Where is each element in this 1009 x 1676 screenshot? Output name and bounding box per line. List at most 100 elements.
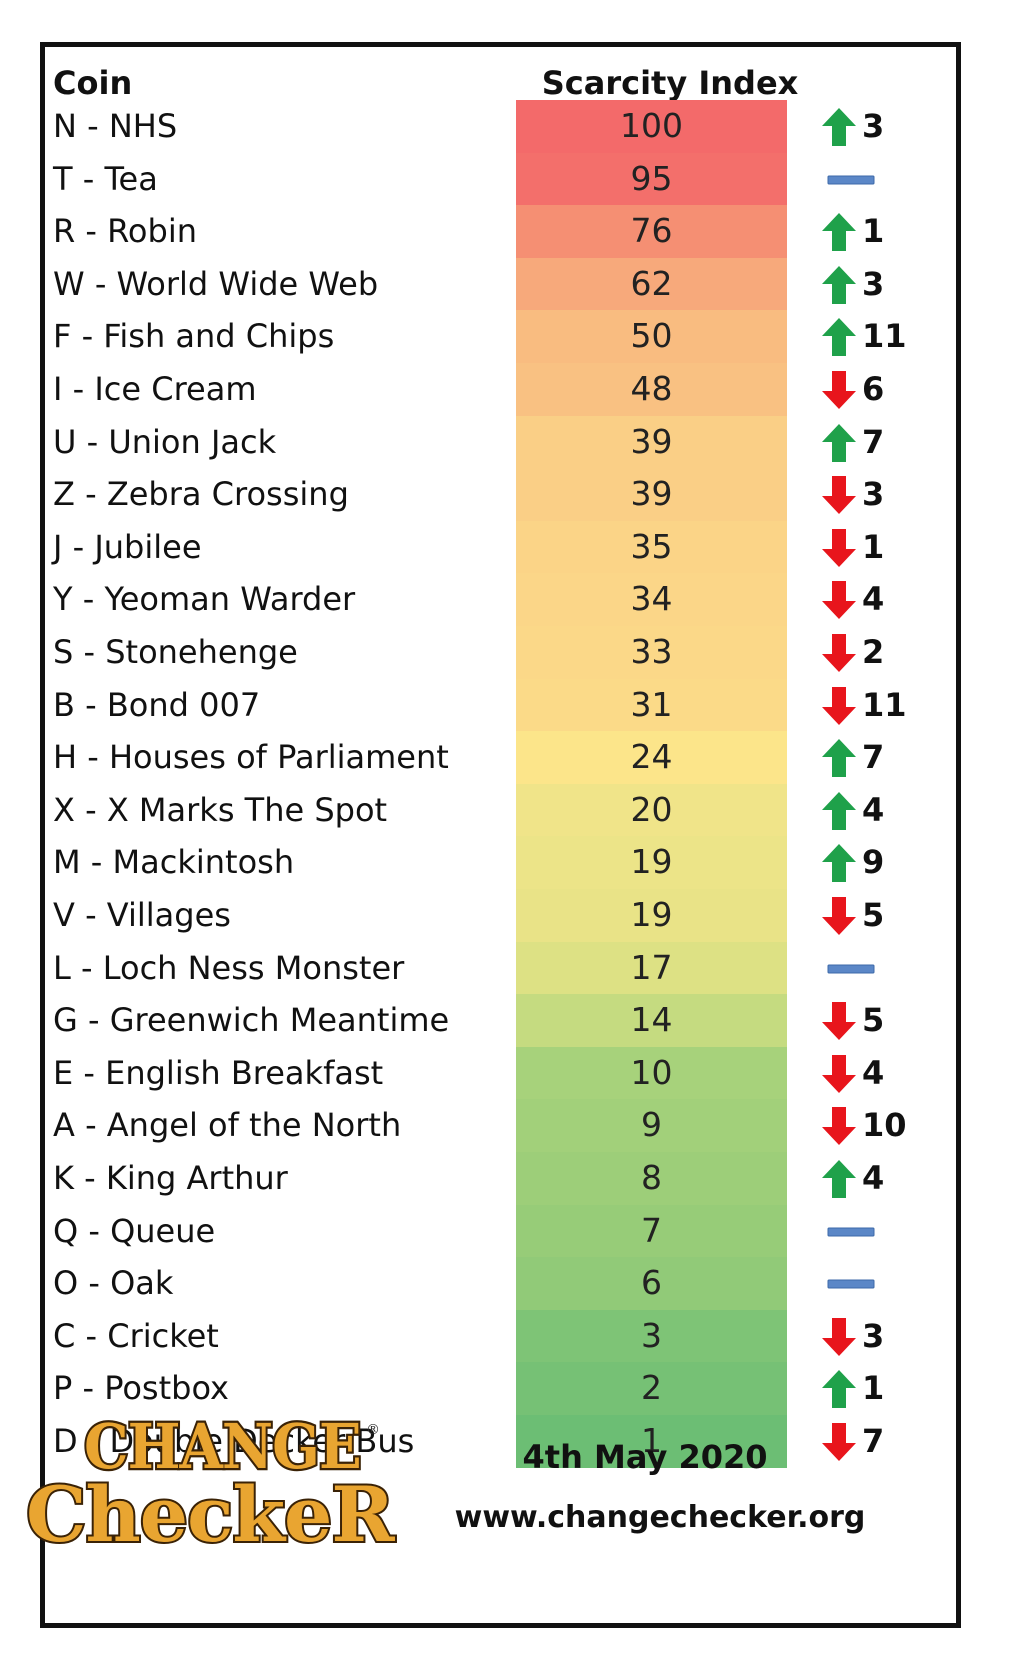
rank-change: 1 [820, 521, 920, 574]
registered-mark: ® [366, 1422, 380, 1438]
table-row: D - Double Decker Bus 1 7 [45, 1415, 956, 1468]
rank-change [820, 1205, 920, 1258]
coin-name: W - World Wide Web [53, 264, 379, 303]
table-row: G - Greenwich Meantime 14 5 [45, 994, 956, 1047]
scarcity-cell: 17 [516, 941, 787, 995]
coin-name: U - Union Jack [53, 422, 277, 461]
logo-text-change: CHANGE [82, 1408, 364, 1485]
table-row: Y - Yeoman Warder 34 4 [45, 573, 956, 626]
coin-name: X - X Marks The Spot [53, 790, 388, 829]
rank-change: 2 [820, 626, 920, 679]
rank-change-amount: 9 [862, 843, 885, 882]
down-arrow-icon [822, 371, 856, 409]
no-change-icon [827, 1227, 875, 1237]
scarcity-cell: 76 [516, 205, 787, 258]
scarcity-cell: 31 [516, 678, 787, 732]
column-header-coin: Coin [53, 64, 133, 102]
table-row: Z - Zebra Crossing 39 3 [45, 468, 956, 521]
scarcity-cell: 9 [516, 1099, 787, 1152]
coin-name: K - King Arthur [53, 1159, 288, 1197]
rank-change-amount: 3 [862, 475, 885, 514]
rank-change-amount: 11 [862, 317, 907, 356]
scarcity-value: 100 [620, 106, 683, 145]
down-arrow-shape [822, 528, 856, 567]
up-arrow-shape [822, 265, 856, 304]
down-arrow-shape [822, 1054, 856, 1093]
up-arrow-shape [822, 108, 856, 146]
scarcity-value: 8 [641, 1158, 662, 1197]
scarcity-value: 95 [630, 158, 673, 198]
rank-change: 3 [820, 1310, 920, 1363]
rank-change [820, 153, 920, 206]
scarcity-cell: 19 [516, 889, 787, 942]
down-arrow-shape [822, 686, 856, 725]
scarcity-cell: 50 [516, 310, 787, 363]
down-arrow-shape [822, 1002, 856, 1041]
coin-name: D - Double Decker Bus [53, 1422, 415, 1460]
coin-name: R - Robin [53, 212, 197, 251]
down-arrow-shape [822, 1317, 856, 1356]
rank-change-amount: 2 [862, 633, 885, 671]
rank-change-amount: 10 [862, 1106, 907, 1145]
scarcity-cell: 62 [516, 257, 787, 311]
coin-name: N - NHS [53, 107, 178, 145]
scarcity-cell: 6 [516, 1257, 787, 1310]
table-row: E - English Breakfast 10 4 [45, 1046, 956, 1100]
scarcity-value: 39 [630, 421, 673, 461]
down-arrow-icon [822, 476, 856, 515]
table-row: C - Cricket 3 3 [45, 1309, 956, 1363]
coin-name: Y - Yeoman Warder [53, 580, 356, 619]
scarcity-value: 10 [630, 1052, 673, 1092]
no-change-icon [827, 964, 875, 974]
scarcity-value: 1 [641, 1421, 662, 1460]
down-arrow-icon [822, 528, 856, 567]
down-arrow-icon [822, 1317, 856, 1356]
rank-change: 11 [820, 310, 920, 363]
up-arrow-icon [822, 1160, 856, 1198]
rank-change: 6 [820, 363, 920, 416]
scarcity-cell: 19 [516, 836, 787, 889]
rank-change: 3 [820, 100, 920, 153]
down-arrow-icon [822, 1002, 856, 1041]
scarcity-value: 50 [630, 316, 673, 356]
rank-change: 11 [820, 679, 920, 732]
coin-name: G - Greenwich Meantime [53, 1001, 450, 1040]
no-change-icon [827, 1279, 875, 1289]
down-arrow-shape [822, 476, 856, 515]
table-row: M - Mackintosh 19 9 [45, 836, 956, 889]
coin-name: J - Jubilee [53, 527, 202, 566]
rank-change: 3 [820, 468, 920, 521]
rank-change: 4 [820, 573, 920, 626]
no-change-icon [827, 175, 875, 185]
down-arrow-icon [822, 634, 856, 672]
rank-change-amount: 4 [862, 1159, 885, 1197]
table-row: W - World Wide Web 62 3 [45, 257, 956, 311]
up-arrow-icon [822, 108, 856, 146]
rank-change: 4 [820, 1152, 920, 1205]
down-arrow-icon [822, 686, 856, 725]
scarcity-cell: 3 [516, 1309, 787, 1363]
rank-change [820, 942, 920, 995]
scarcity-value: 6 [641, 1263, 662, 1303]
no-change-bar-shape [827, 1279, 875, 1289]
up-arrow-shape [822, 739, 856, 778]
table-row: V - Villages 19 5 [45, 889, 956, 942]
scarcity-value: 35 [630, 526, 673, 566]
table-row: F - Fish and Chips 50 11 [45, 310, 956, 363]
column-header-scarcity-index: Scarcity Index [541, 64, 799, 102]
rank-change: 1 [820, 205, 920, 258]
rank-change-amount: 4 [862, 580, 885, 619]
website-link[interactable]: www.changechecker.org [454, 1500, 866, 1535]
rank-change: 3 [820, 258, 920, 311]
table-row: B - Bond 007 31 11 [45, 678, 956, 732]
down-arrow-shape [822, 581, 856, 620]
scarcity-cell: 1 [516, 1415, 787, 1468]
rank-change-amount: 7 [862, 422, 885, 461]
table-row: U - Union Jack 39 7 [45, 415, 956, 469]
coin-name: Q - Queue [53, 1211, 216, 1250]
up-arrow-shape [822, 791, 856, 830]
up-arrow-shape [822, 1370, 856, 1409]
up-arrow-shape [822, 1160, 856, 1198]
scarcity-value: 62 [630, 263, 673, 303]
table-row: A - Angel of the North 9 10 [45, 1099, 956, 1152]
